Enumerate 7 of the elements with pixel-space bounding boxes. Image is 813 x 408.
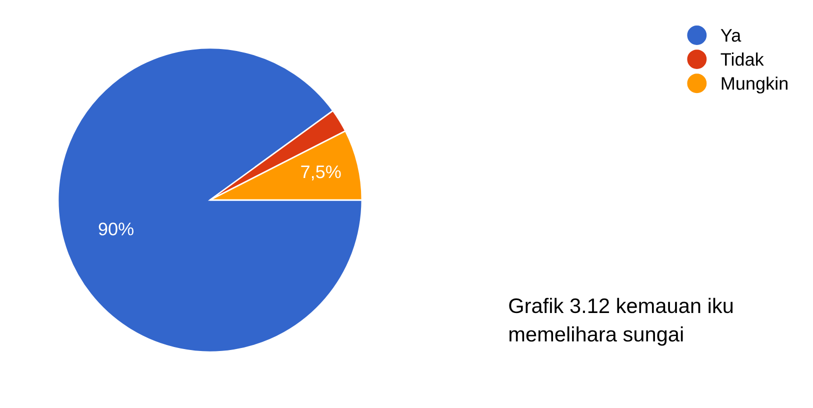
data-label: 90%	[98, 222, 134, 236]
legend-label: Tidak	[720, 52, 764, 66]
legend-label: Mungkin	[722, 76, 788, 94]
text: Grafik 3.12 kemauan iku memelihara sungai	[509, 298, 733, 346]
data-label: 7,5%	[301, 166, 341, 180]
pie-slice	[57, 47, 363, 353]
legend-label: Ya	[720, 29, 742, 42]
